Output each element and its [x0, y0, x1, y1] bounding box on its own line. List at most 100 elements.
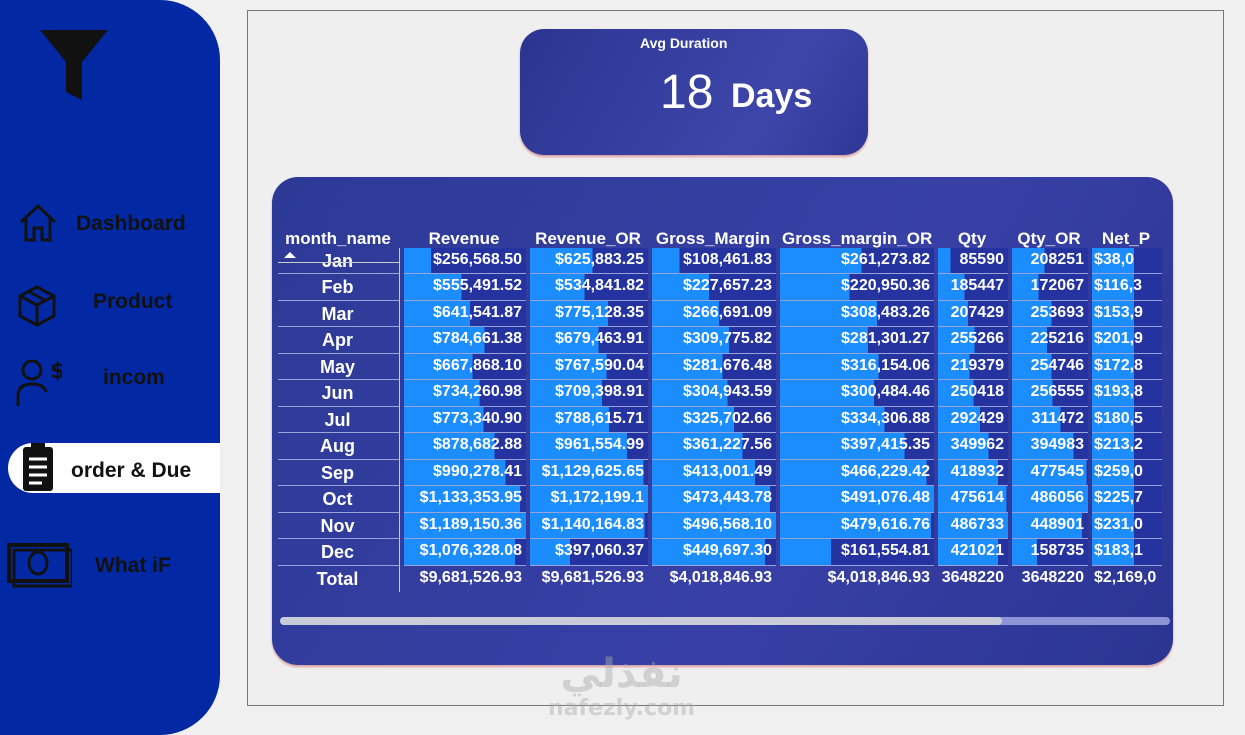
table-cell: $153,9: [1092, 300, 1162, 327]
table-cell: $227,657.23: [652, 274, 776, 301]
table-row: Jul $773,340.90 $788,615.71 $325,702.66 $334…: [278, 406, 1166, 433]
table-cell: $961,554.99: [530, 433, 648, 460]
month-cell: Mar: [278, 300, 400, 327]
table-cell: $534,841.82: [530, 274, 648, 301]
month-cell: Oct: [278, 486, 400, 513]
table-cell: $466,229.42: [780, 459, 934, 486]
table-cell: $1,133,353.95: [404, 486, 526, 513]
total-row: Total $9,681,526.93 $9,681,526.93 $4,018,84…: [278, 565, 1166, 592]
nav-item[interactable]: order & Due: [8, 443, 220, 493]
table-row: Sep $990,278.41 $1,129,625.65 $413,001.49 $4…: [278, 459, 1166, 486]
table-cell: $990,278.41: [404, 459, 526, 486]
month-cell: Feb: [278, 274, 400, 301]
kpi-card: Avg Duration 18 Days: [520, 29, 868, 155]
nav-label: order & Due: [71, 459, 192, 482]
watermark-arabic: نفذلي: [560, 651, 683, 697]
table-row: Jun $734,260.98 $709,398.91 $304,943.59 $300…: [278, 380, 1166, 407]
month-cell: Dec: [278, 539, 400, 566]
nav-item[interactable]: Product: [0, 278, 220, 328]
total-cell: $4,018,846.93: [827, 568, 930, 586]
total-cell: 3648220: [1021, 568, 1084, 586]
table-panel: month_name Revenue Revenue_OR Gross_Margin G…: [272, 177, 1173, 665]
table-cell: 418932: [938, 459, 1008, 486]
table-cell: $116,3: [1092, 274, 1162, 301]
table-cell: $38,0: [1092, 247, 1162, 274]
table-cell: $161,554.81: [780, 539, 934, 566]
svg-text:$: $: [50, 359, 62, 384]
table-cell: 394983: [1012, 433, 1088, 460]
table-cell: 448901: [1012, 512, 1088, 539]
month-cell: Apr: [278, 327, 400, 354]
money-icon: [7, 543, 72, 588]
table-cell: $361,227.56: [652, 433, 776, 460]
table-cell: $1,076,328.08: [404, 539, 526, 566]
table-cell: $220,950.36: [780, 274, 934, 301]
table-cell: $231,0: [1092, 512, 1162, 539]
table-cell: 85590: [938, 247, 1008, 274]
box-icon: [18, 285, 56, 327]
total-cell: $4,018,846.93: [669, 568, 772, 586]
nav-label: incom: [103, 366, 165, 389]
table-row: Jan $256,568.50 $625,883.25 $108,461.83 $261…: [278, 247, 1166, 274]
nav-item[interactable]: $ incom: [0, 354, 220, 406]
table-cell: $1,129,625.65: [530, 459, 648, 486]
table-cell: $300,484.46: [780, 380, 934, 407]
table-cell: 421021: [938, 539, 1008, 566]
table-cell: $325,702.66: [652, 406, 776, 433]
table-cell: 486056: [1012, 486, 1088, 513]
table-cell: 158735: [1012, 539, 1088, 566]
table-cell: $775,128.35: [530, 300, 648, 327]
table-cell: $734,260.98: [404, 380, 526, 407]
table-cell: 475614: [938, 486, 1008, 513]
table-cell: $256,568.50: [404, 247, 526, 274]
matrix-table: month_name Revenue Revenue_OR Gross_Margin G…: [278, 221, 1166, 592]
table-cell: $281,301.27: [780, 327, 934, 354]
table-cell: 477545: [1012, 459, 1088, 486]
scrollbar[interactable]: [280, 617, 1170, 625]
table-cell: $496,568.10: [652, 512, 776, 539]
table-cell: 256555: [1012, 380, 1088, 407]
nav-item[interactable]: Dashboard: [0, 200, 220, 250]
table-cell: 219379: [938, 353, 1008, 380]
nav-item[interactable]: What iF: [0, 542, 220, 592]
column-header[interactable]: month_name: [278, 221, 400, 263]
total-cell: Total: [278, 565, 400, 592]
card-label: Avg Duration: [640, 35, 728, 51]
month-cell: Jun: [278, 380, 400, 407]
scroll-thumb[interactable]: [280, 617, 1002, 625]
table-cell: 255266: [938, 327, 1008, 354]
table-cell: 254746: [1012, 353, 1088, 380]
table-cell: $1,140,164.83: [530, 512, 648, 539]
table-cell: $784,661.38: [404, 327, 526, 354]
table-cell: $213,2: [1092, 433, 1162, 460]
table-cell: 185447: [938, 274, 1008, 301]
table-cell: $281,676.48: [652, 353, 776, 380]
table-cell: $767,590.04: [530, 353, 648, 380]
table-cell: $555,491.52: [404, 274, 526, 301]
table-cell: $225,7: [1092, 486, 1162, 513]
table-cell: $413,001.49: [652, 459, 776, 486]
table-cell: $667,868.10: [404, 353, 526, 380]
table-cell: $261,273.82: [780, 247, 934, 274]
nav-label: Dashboard: [76, 212, 186, 235]
table-cell: 292429: [938, 406, 1008, 433]
watermark-url: nafezly.com: [548, 696, 696, 721]
sort-arrow: [284, 252, 296, 258]
filter-icon: [40, 30, 108, 100]
month-cell: Jul: [278, 406, 400, 433]
table-row: Nov $1,189,150.36 $1,140,164.83 $496,568.10…: [278, 512, 1166, 539]
table-cell: $266,691.09: [652, 300, 776, 327]
table-cell: $878,682.88: [404, 433, 526, 460]
card-unit: Days: [731, 77, 813, 115]
table-cell: $491,076.48: [780, 486, 934, 513]
table-cell: $180,5: [1092, 406, 1162, 433]
month-cell: Nov: [278, 512, 400, 539]
table-row: Aug $878,682.88 $961,554.99 $361,227.56 $397…: [278, 433, 1166, 460]
month-cell: Sep: [278, 459, 400, 486]
table-cell: 172067: [1012, 274, 1088, 301]
table-cell: 207429: [938, 300, 1008, 327]
home-icon: [19, 203, 57, 242]
table-cell: $1,189,150.36: [404, 512, 526, 539]
month-cell: Jan: [278, 247, 400, 274]
